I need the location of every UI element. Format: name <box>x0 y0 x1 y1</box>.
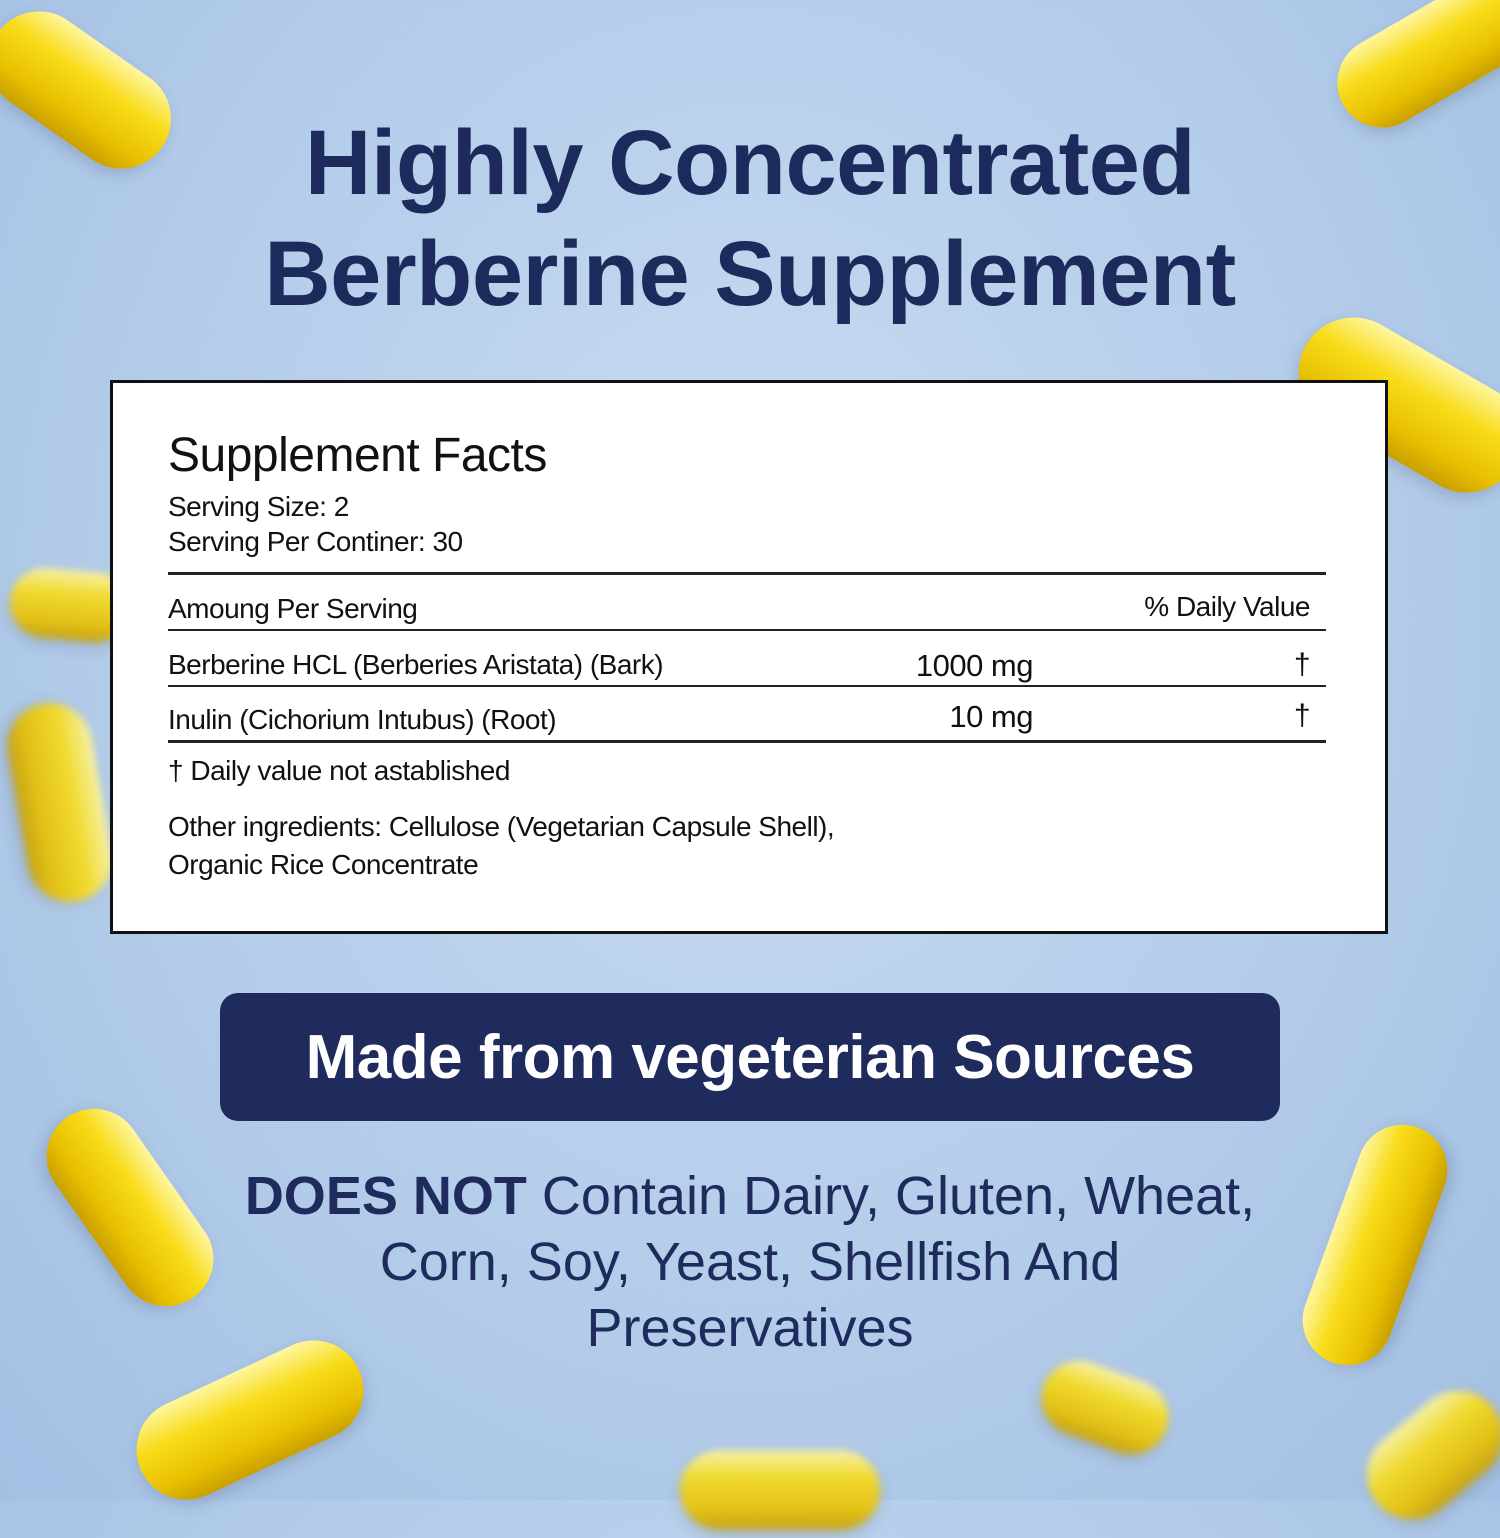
banner-text: Made from vegeterian Sources <box>305 1022 1195 1092</box>
capsule-image <box>1348 1372 1500 1538</box>
headline-line-1: Highly Concentrated <box>304 112 1196 214</box>
capsule-image <box>1031 1350 1179 1465</box>
footnote: † Daily value not astablished <box>168 755 510 786</box>
ingredient-dv: † <box>1293 648 1311 681</box>
capsule-image <box>0 696 120 909</box>
ingredient-amount: 10 mg <box>949 699 1033 734</box>
free-from-line-1-rest: Contain Dairy, Gluten, Wheat, <box>526 1166 1256 1226</box>
free-from-statement: DOES NOT Contain Dairy, Gluten, Wheat, C… <box>0 1163 1500 1361</box>
ingredient-name: Berberine HCL (Berberies Aristata) (Bark… <box>168 649 664 680</box>
free-from-line-1: DOES NOT Contain Dairy, Gluten, Wheat, <box>0 1163 1500 1229</box>
divider <box>168 685 1326 687</box>
serving-size: Serving Size: 2 <box>168 491 349 522</box>
servings-per-container: Serving Per Continer: 30 <box>168 526 463 557</box>
supplement-facts-panel: Supplement Facts Serving Size: 2 Serving… <box>110 380 1388 934</box>
other-ingredients-line-2: Organic Rice Concentrate <box>168 849 479 880</box>
divider <box>168 572 1326 575</box>
free-from-line-3: Preservatives <box>586 1298 914 1358</box>
free-from-line-2: Corn, Soy, Yeast, Shellfish And <box>379 1232 1121 1292</box>
does-not-emphasis: DOES NOT <box>244 1166 527 1226</box>
divider <box>168 629 1326 631</box>
ingredient-name: Inulin (Cichorium Intubus) (Root) <box>168 704 557 735</box>
daily-value-header: % Daily Value <box>1144 591 1310 622</box>
capsule-image <box>680 1450 880 1530</box>
vegetarian-banner: Made from vegeterian Sources <box>220 993 1280 1121</box>
other-ingredients-line-1: Other ingredients: Cellulose (Vegetarian… <box>168 811 835 842</box>
amount-per-serving-header: Amoung Per Serving <box>168 593 418 624</box>
ingredient-amount: 1000 mg <box>915 648 1034 683</box>
headline-line-2: Berberine Supplement <box>264 223 1236 325</box>
ingredient-dv: † <box>1293 699 1311 732</box>
divider <box>168 740 1326 743</box>
facts-title: Supplement Facts <box>168 429 547 482</box>
